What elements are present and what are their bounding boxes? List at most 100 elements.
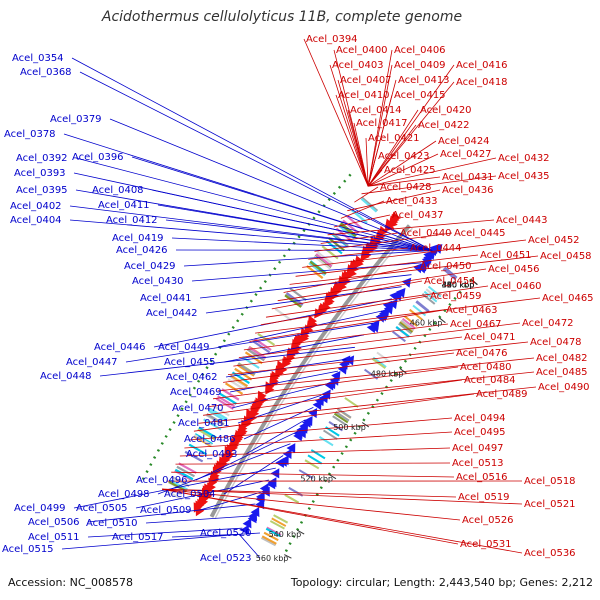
forward-gene-arrow bbox=[366, 323, 376, 334]
reverse-gene-arrow bbox=[195, 505, 205, 517]
cog-block-inner bbox=[318, 436, 334, 447]
reverse-gene-label: Acel_0433 bbox=[386, 196, 438, 207]
reverse-gene-label: Acel_0417 bbox=[356, 118, 408, 129]
cog-block-outer bbox=[308, 262, 326, 277]
right-leader-line bbox=[255, 297, 541, 334]
cog-block-outer bbox=[306, 265, 324, 279]
forward-gene-arrow bbox=[275, 457, 285, 468]
reverse-gene-label: Acel_0489 bbox=[476, 389, 528, 400]
cog-block-inner bbox=[344, 397, 359, 408]
cog-block-outer bbox=[313, 255, 331, 270]
cog-block-outer bbox=[203, 418, 222, 431]
cog-block-outer bbox=[176, 465, 195, 478]
cog-block-inner bbox=[402, 317, 416, 330]
right-leader-line bbox=[353, 122, 369, 187]
cog-block-inner bbox=[395, 326, 410, 338]
reverse-gene-label: Acel_0422 bbox=[418, 120, 470, 131]
cog-block-inner bbox=[325, 426, 340, 437]
cog-block-inner bbox=[271, 517, 287, 527]
reverse-gene-label: Acel_0451 bbox=[480, 250, 532, 261]
right-leader-line bbox=[171, 471, 455, 478]
left-leader-line bbox=[175, 249, 433, 251]
forward-gene-label: Acel_0523 bbox=[200, 553, 252, 564]
reverse-gene-label: Acel_0431 bbox=[442, 172, 494, 183]
right-leader-line bbox=[367, 109, 419, 187]
left-leader-line bbox=[99, 346, 355, 377]
cog-block-inner bbox=[400, 319, 415, 332]
cog-block-inner bbox=[333, 412, 349, 424]
left-leader-line bbox=[199, 274, 412, 299]
forward-gene-label: Acel_0498 bbox=[98, 489, 150, 500]
right-leader-line bbox=[265, 285, 489, 318]
cog-block-inner bbox=[427, 285, 442, 298]
reverse-gene-label: Acel_0415 bbox=[394, 90, 446, 101]
forward-gene-arrow bbox=[286, 443, 296, 454]
forward-gene-arrow bbox=[266, 479, 276, 490]
forward-gene-label: Acel_0404 bbox=[10, 215, 62, 226]
cog-block-outer bbox=[218, 392, 237, 405]
forward-gene-label: Acel_0511 bbox=[28, 532, 80, 543]
right-leader-line bbox=[335, 94, 369, 187]
reverse-gene-label: Acel_0526 bbox=[462, 515, 514, 526]
right-leader-line bbox=[367, 64, 455, 187]
reverse-gene-label: Acel_0490 bbox=[538, 382, 590, 393]
right-leader-line bbox=[212, 366, 459, 400]
reverse-gene-label: Acel_0425 bbox=[384, 165, 436, 176]
forward-gene-arrow bbox=[242, 518, 252, 529]
reverse-gene-label: Acel_0480 bbox=[460, 362, 512, 373]
left-leader-line bbox=[69, 219, 433, 251]
left-leader-line bbox=[243, 407, 314, 440]
backbone-arc bbox=[209, 224, 411, 518]
right-leader-line bbox=[198, 386, 537, 424]
cog-block-outer bbox=[252, 340, 271, 354]
left-leader-line bbox=[79, 71, 433, 251]
reverse-gene-label: Acel_0410 bbox=[338, 90, 390, 101]
reverse-gene-label: Acel_0437 bbox=[392, 210, 444, 221]
right-leader-line bbox=[354, 186, 379, 203]
forward-gene-label: Acel_0510 bbox=[86, 518, 138, 529]
cog-block-outer bbox=[315, 253, 333, 268]
reverse-gene-label: Acel_0416 bbox=[456, 60, 508, 71]
reverse-gene-label: Acel_0467 bbox=[450, 319, 502, 330]
cog-block-outer bbox=[169, 479, 188, 491]
forward-gene-label: Acel_0462 bbox=[166, 372, 218, 383]
scale-tick-label: 560 kbp bbox=[256, 554, 289, 563]
cog-block-inner bbox=[421, 293, 436, 305]
forward-gene-label: Acel_0504 bbox=[164, 489, 216, 500]
reverse-gene-label: Acel_0463 bbox=[446, 305, 498, 316]
forward-gene-label: Acel_0520 bbox=[200, 528, 252, 539]
cog-block-inner bbox=[337, 408, 352, 419]
cog-block-inner bbox=[266, 526, 282, 536]
cog-block-outer bbox=[194, 434, 213, 446]
left-leader-line bbox=[171, 533, 240, 538]
label-leader-lines bbox=[61, 38, 541, 559]
right-leader-line bbox=[367, 64, 393, 187]
reverse-gene-label: Acel_0497 bbox=[452, 443, 504, 454]
right-leader-line bbox=[193, 393, 475, 432]
reverse-gene-label: Acel_0436 bbox=[442, 185, 494, 196]
right-leader-line bbox=[367, 124, 417, 187]
left-leader-line bbox=[73, 467, 276, 509]
reverse-gene-label: Acel_0423 bbox=[378, 151, 430, 162]
right-leader-line bbox=[249, 309, 445, 342]
forward-gene-label: Acel_0493 bbox=[186, 449, 238, 460]
cog-block-outer bbox=[248, 346, 267, 360]
left-leader-line bbox=[245, 419, 306, 455]
right-leader-line bbox=[179, 447, 451, 457]
cog-block-outer bbox=[257, 332, 276, 346]
right-leader-line bbox=[283, 265, 419, 293]
scale-tick-mark bbox=[470, 279, 478, 285]
left-leader-line bbox=[171, 237, 433, 251]
cog-block-outer bbox=[360, 197, 378, 213]
left-leader-line bbox=[69, 205, 433, 251]
scale-tick-mark bbox=[284, 554, 292, 559]
scale-tick-mark bbox=[296, 529, 305, 535]
right-leader-line bbox=[367, 153, 439, 187]
cog-block-outer bbox=[321, 245, 339, 260]
left-leader-line bbox=[165, 219, 433, 251]
reverse-gene-label: Acel_0478 bbox=[530, 337, 582, 348]
left-leader-line bbox=[195, 430, 299, 481]
forward-gene-label: Acel_0505 bbox=[76, 503, 128, 514]
left-leader-line bbox=[151, 189, 433, 251]
